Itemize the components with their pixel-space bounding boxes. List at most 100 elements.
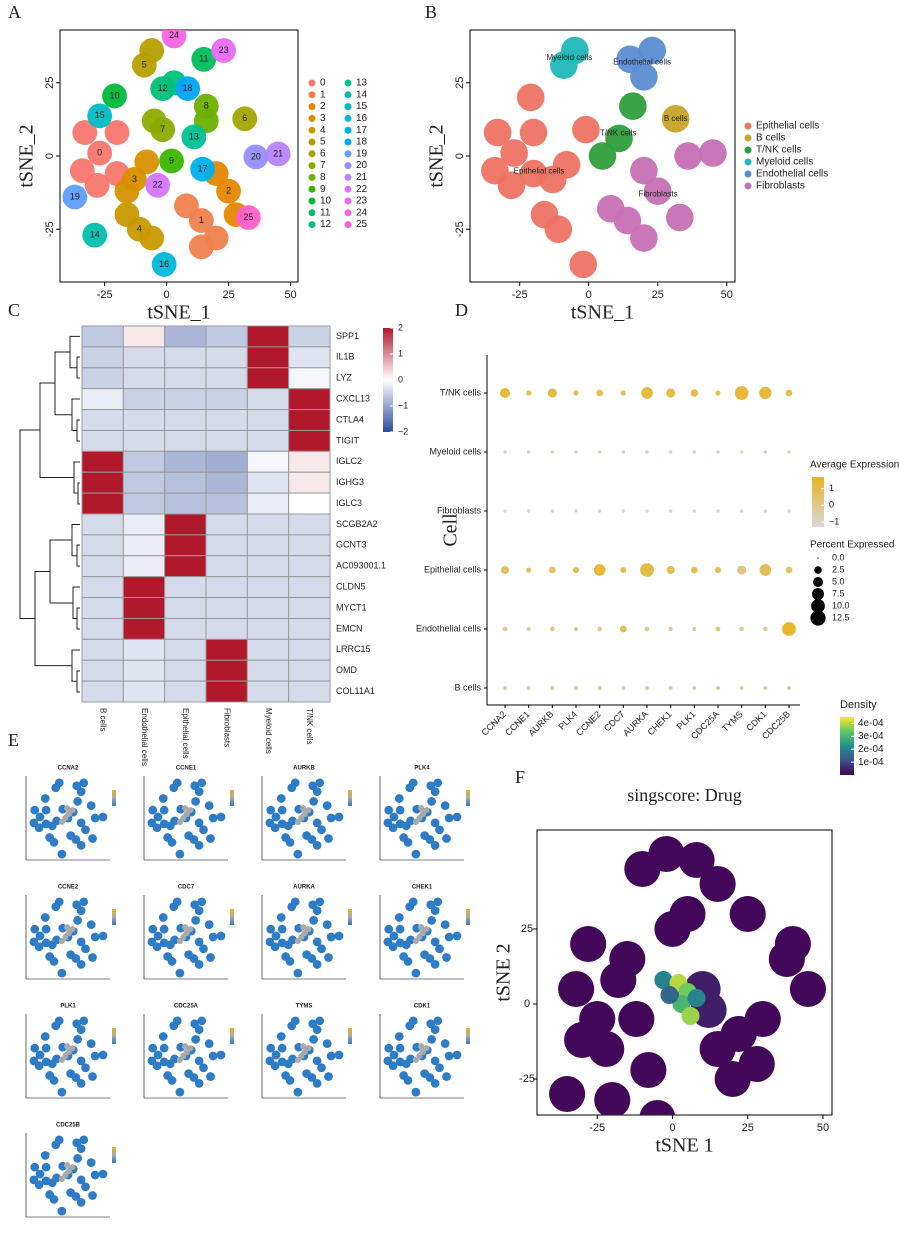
- expressing-point: [176, 818, 183, 825]
- legend-swatch: [308, 79, 316, 87]
- heatmap-cell: [164, 576, 207, 599]
- mini-colorbar: [112, 790, 116, 806]
- heatmap-cell: [205, 617, 248, 640]
- x-tick-label: 25: [222, 289, 234, 301]
- heatmap-cell: [288, 534, 331, 557]
- cell-point: [208, 1051, 218, 1061]
- dot: [550, 686, 555, 690]
- cell-point: [271, 1050, 281, 1060]
- dot: [668, 686, 673, 690]
- dot: [668, 627, 673, 631]
- cell-point: [159, 1043, 169, 1053]
- legend-label: 17: [356, 125, 368, 136]
- cell-point: [648, 835, 685, 873]
- cell-point: [681, 1006, 700, 1026]
- cell-point: [605, 124, 633, 153]
- heatmap-cell: [164, 617, 207, 640]
- cell-point: [270, 823, 280, 833]
- dot: [692, 450, 697, 454]
- heatmap-cell: [81, 597, 124, 619]
- x-tick-label: 25: [742, 1122, 754, 1134]
- dot: [572, 566, 580, 574]
- legend-label: 11: [320, 207, 331, 218]
- cell-point: [181, 124, 207, 150]
- cell-point: [76, 840, 86, 850]
- column-label: Endothelial cells: [140, 708, 149, 766]
- legend-label: 15: [356, 101, 368, 112]
- colorbar-label: −1: [398, 400, 408, 410]
- dot: [787, 686, 791, 690]
- axis-lines: [25, 895, 110, 980]
- cell-point: [159, 148, 184, 174]
- cell-point: [317, 825, 326, 835]
- cell-point: [322, 920, 332, 929]
- cell-point: [45, 833, 54, 842]
- cell-point: [570, 925, 607, 963]
- cell-point: [194, 787, 204, 797]
- column-label: Fibroblasts: [223, 708, 232, 747]
- cell-point: [408, 778, 418, 788]
- heatmap-cell: [164, 513, 207, 536]
- cell-point: [40, 913, 50, 922]
- cell-point: [290, 897, 300, 907]
- heatmap-cell: [122, 513, 166, 536]
- cell-point: [98, 1050, 108, 1060]
- axis-lines: [379, 1014, 464, 1099]
- heatmap-cell: [164, 346, 207, 369]
- cell-point: [159, 819, 169, 829]
- legend-swatch: [344, 138, 352, 146]
- cell-point: [88, 1191, 97, 1200]
- cell-point: [452, 931, 462, 941]
- cell-point: [41, 924, 51, 934]
- heatmap-cell: [81, 450, 124, 473]
- cell-point: [197, 897, 207, 907]
- cell-point: [148, 924, 158, 934]
- cell-point: [40, 1151, 50, 1160]
- cell-point: [88, 1072, 97, 1081]
- cell-point: [158, 794, 168, 803]
- cell-point: [497, 171, 526, 200]
- cell-point: [41, 1162, 51, 1172]
- axis-lines: [261, 1014, 346, 1099]
- expressing-point: [58, 818, 65, 825]
- expressing-point: [423, 926, 430, 933]
- cluster-label: 20: [251, 151, 261, 161]
- expressing-point: [412, 1056, 419, 1063]
- dot: [549, 626, 555, 632]
- dot: [641, 387, 653, 399]
- chart-title: singscore: Drug: [627, 785, 741, 805]
- y-tick-label: -25: [44, 221, 56, 237]
- row-label: Myeloid cells: [429, 446, 481, 456]
- cell-point: [163, 833, 172, 842]
- dot: [574, 627, 578, 631]
- heatmap-cell: [246, 325, 290, 348]
- heatmap-cell: [288, 638, 331, 661]
- cell-point: [139, 38, 165, 63]
- legend-swatch: [308, 209, 316, 217]
- dot: [692, 686, 697, 690]
- heatmap-cell: [164, 450, 207, 473]
- points: [29, 1135, 108, 1216]
- cell-point: [290, 778, 300, 788]
- heatmap-cell: [81, 680, 124, 703]
- cell-point: [290, 1016, 300, 1026]
- row-label: GCNT3: [336, 540, 367, 550]
- cell-point: [30, 805, 40, 815]
- cell-point: [216, 931, 226, 941]
- cell-point: [41, 1176, 51, 1186]
- heatmap-cell: [164, 492, 207, 515]
- cell-point: [208, 932, 218, 942]
- heatmap-cell: [81, 429, 124, 452]
- cell-point: [312, 959, 322, 969]
- heatmap-cell: [205, 471, 248, 494]
- dot: [666, 565, 675, 575]
- cell-point: [66, 1188, 75, 1197]
- heatmap-cell: [122, 659, 166, 682]
- cell-point: [588, 1030, 625, 1068]
- cell-point: [430, 818, 440, 828]
- color-legend-title: Average Expression: [810, 460, 899, 471]
- column-label: Epithelial cells: [181, 708, 190, 759]
- expressing-point: [423, 807, 430, 814]
- heatmap-cell: [246, 513, 290, 536]
- axis-lines: [143, 776, 228, 861]
